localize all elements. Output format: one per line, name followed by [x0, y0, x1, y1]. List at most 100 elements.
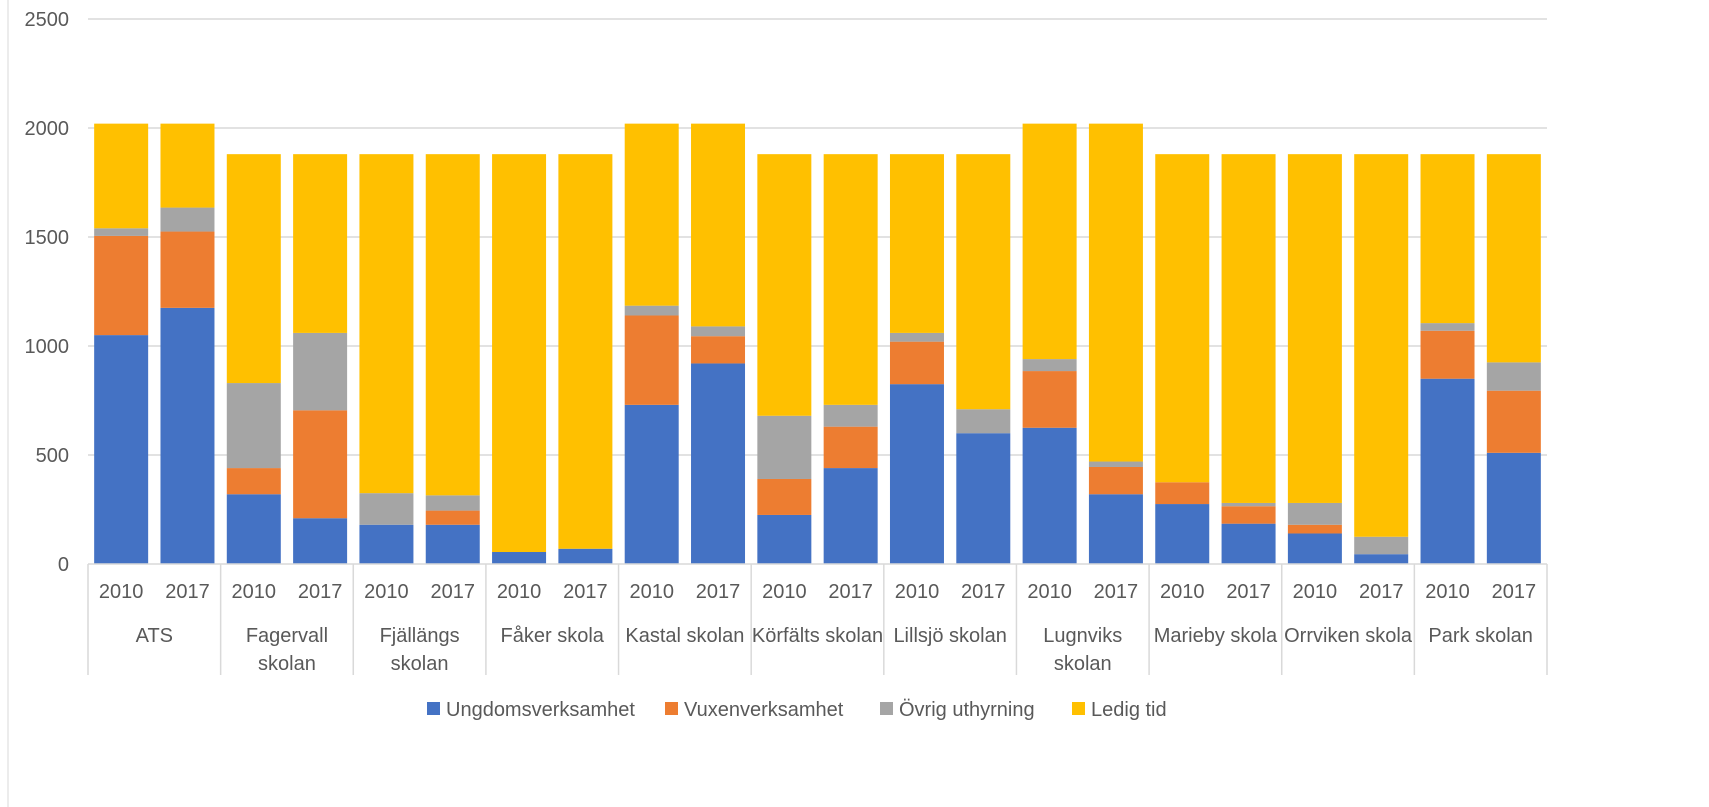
- x-tick-label-group: Orrviken skola: [1284, 625, 1413, 647]
- bar-segment: [160, 207, 215, 232]
- legend-label: Ledig tid: [1091, 699, 1167, 721]
- bar-segment: [425, 524, 480, 564]
- legend-swatch: [1072, 702, 1085, 715]
- bar-segment: [359, 493, 414, 525]
- bar-segment: [160, 307, 215, 564]
- bar-segment: [94, 123, 149, 229]
- bar-segment: [1022, 123, 1077, 360]
- bar-segment: [1354, 536, 1409, 555]
- bar-segment: [1486, 154, 1541, 363]
- x-tick-label-year: 2017: [696, 581, 741, 603]
- bar-segment: [1088, 123, 1143, 462]
- bar-segment: [492, 552, 547, 564]
- bar-segment: [1420, 154, 1475, 324]
- x-tick-label-year: 2017: [1226, 581, 1271, 603]
- bar-segment: [823, 468, 878, 564]
- bar-segment: [889, 384, 944, 564]
- x-tick-label-group: skolan: [391, 653, 449, 675]
- bar-segment: [956, 154, 1011, 410]
- legend: Ungdomsverksamhet Vuxenverksamhet Övrig ut…: [427, 699, 1167, 721]
- bar-segment: [757, 514, 812, 564]
- bar-segment: [956, 409, 1011, 434]
- bar-segment: [425, 154, 480, 496]
- bar-segment: [558, 154, 613, 549]
- bar-segment: [691, 363, 746, 564]
- x-tick-label-year: 2010: [629, 581, 674, 603]
- x-tick-label-year: 2017: [165, 581, 210, 603]
- x-tick-label-year: 2010: [1293, 581, 1338, 603]
- x-axis: 2010 2017 ATS 2010 2017 Fagervall skolan 2010 20…: [87, 563, 1548, 675]
- y-tick-label: 0: [58, 554, 69, 576]
- x-tick-label-year: 2017: [298, 581, 343, 603]
- x-tick-label-group: skolan: [258, 653, 316, 675]
- x-tick-label-group: ATS: [136, 625, 173, 647]
- bar-segment: [160, 123, 215, 208]
- bar-segment: [624, 315, 679, 405]
- bar-segment: [226, 154, 281, 384]
- bar-segment: [1287, 524, 1342, 534]
- x-tick-label-year: 2017: [563, 581, 608, 603]
- x-tick-label-year: 2017: [828, 581, 873, 603]
- legend-swatch: [665, 702, 678, 715]
- bar-segment: [757, 154, 812, 416]
- bar-segment: [1354, 554, 1409, 564]
- x-tick-label-group: Lugnviks: [1043, 625, 1122, 647]
- bar-segment: [1486, 390, 1541, 453]
- bar-segment: [624, 123, 679, 306]
- bar-segment: [94, 228, 149, 236]
- bar-segment: [492, 154, 547, 553]
- legend-label: Ungdomsverksamhet: [446, 699, 635, 721]
- bar-segment: [160, 231, 215, 308]
- y-tick-label: 2500: [25, 9, 70, 31]
- bar-segment: [1155, 482, 1210, 505]
- bar-segment: [1221, 523, 1276, 564]
- bar-segment: [293, 154, 348, 333]
- bar-segment: [1221, 502, 1276, 507]
- bar-segment: [889, 332, 944, 342]
- x-tick-label-year: 2010: [232, 581, 277, 603]
- x-tick-label-year: 2010: [99, 581, 144, 603]
- bar-segment: [558, 548, 613, 564]
- x-tick-label-year: 2010: [895, 581, 940, 603]
- bar-segment: [757, 478, 812, 515]
- bar-segment: [1155, 504, 1210, 564]
- bar-segment: [1221, 154, 1276, 503]
- bar-segment: [823, 154, 878, 405]
- bar-segment: [1354, 154, 1409, 537]
- legend-label: Vuxenverksamhet: [684, 699, 844, 721]
- bar-segment: [1420, 323, 1475, 331]
- x-tick-label-year: 2017: [961, 581, 1006, 603]
- bar-segment: [691, 123, 746, 327]
- bar-segment: [624, 404, 679, 564]
- bar-segment: [1486, 452, 1541, 564]
- bar-segment: [1420, 330, 1475, 379]
- x-tick-label-group: Lillsjö skolan: [893, 625, 1006, 647]
- bar-segment: [226, 494, 281, 564]
- bar-segment: [691, 336, 746, 364]
- bar-segment: [293, 410, 348, 519]
- x-tick-label-group: Kastal skolan: [625, 625, 744, 647]
- x-tick-label-group: Fåker skola: [501, 625, 605, 647]
- x-tick-label-group: Körfälts skolan: [752, 625, 883, 647]
- bar-segment: [226, 383, 281, 469]
- bar-segment: [1088, 466, 1143, 495]
- bar-segment: [1155, 154, 1210, 483]
- x-tick-label-group: Marieby skola: [1154, 625, 1278, 647]
- bar-segment: [823, 426, 878, 469]
- x-tick-label-year: 2010: [364, 581, 409, 603]
- legend-swatch: [880, 702, 893, 715]
- y-tick-label: 2000: [25, 118, 70, 140]
- x-tick-label-year: 2010: [497, 581, 542, 603]
- legend-swatch: [427, 702, 440, 715]
- bar-segment: [1022, 359, 1077, 372]
- bar-segment: [757, 415, 812, 479]
- bar-segment: [1221, 506, 1276, 524]
- bar-segment: [1287, 533, 1342, 564]
- bar-segment: [1486, 362, 1541, 391]
- bar-segment: [1088, 461, 1143, 467]
- bar-segment: [425, 495, 480, 511]
- bar-segment: [94, 235, 149, 336]
- bar-segment: [889, 341, 944, 385]
